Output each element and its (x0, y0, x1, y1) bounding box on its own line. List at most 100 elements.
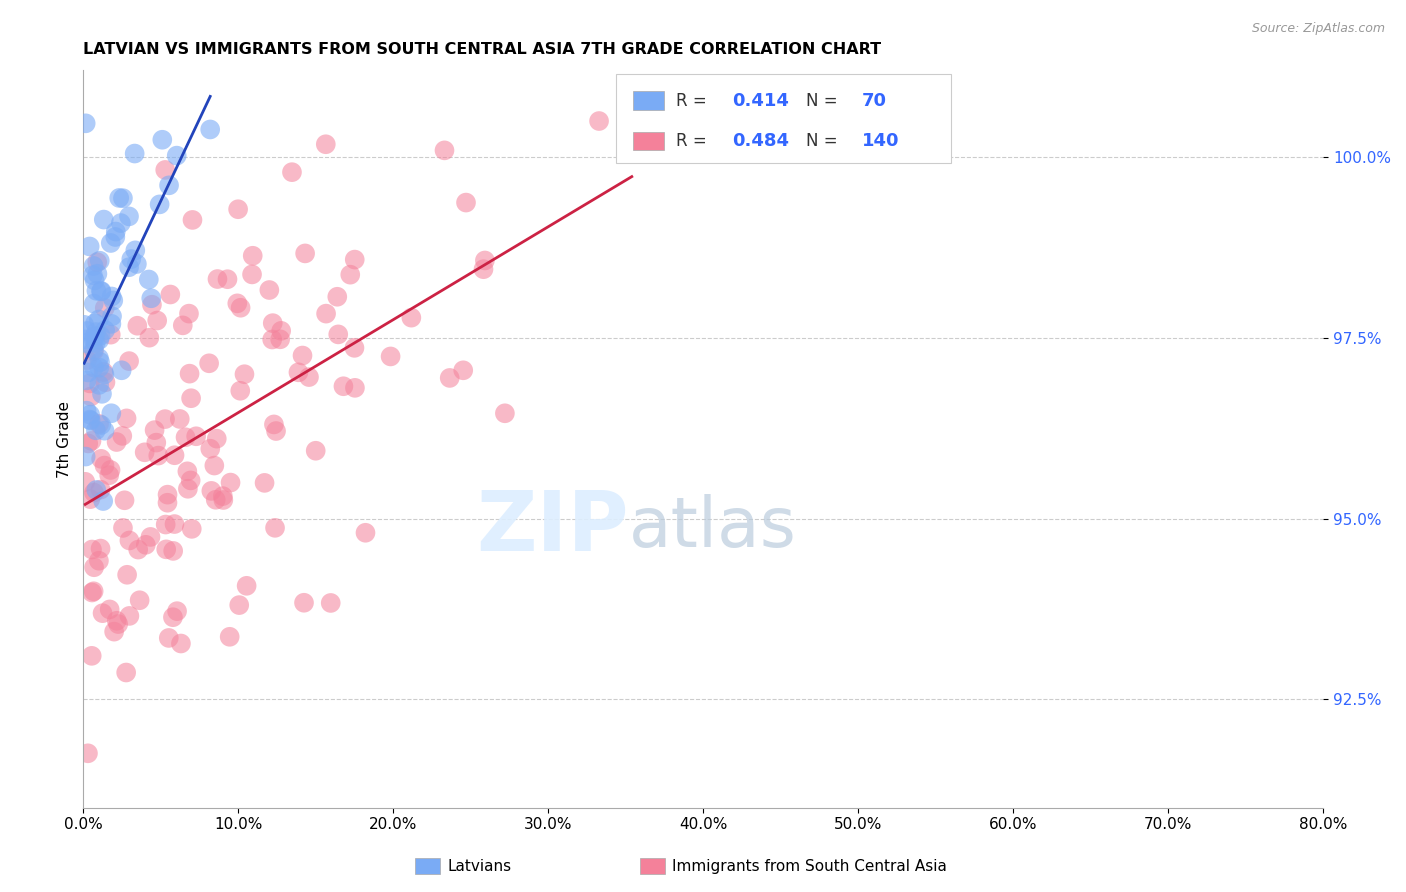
Point (90, 541, 112, 556)
Point (83, 333, 105, 347)
Text: atlas: atlas (628, 494, 797, 561)
Point (89, 377, 111, 392)
Point (83, 485, 105, 500)
Point (177, 307, 200, 321)
Point (180, 474, 202, 488)
Point (166, 604, 188, 618)
Point (83, 560, 105, 574)
Point (83, 273, 105, 287)
Point (107, 617, 129, 632)
Point (264, 424, 287, 438)
Point (200, 483, 222, 498)
Point (242, 249, 264, 263)
Point (80, 434, 103, 448)
Point (401, 310, 423, 325)
Point (79, 413, 101, 427)
Point (153, 412, 176, 426)
Point (103, 624, 125, 639)
Text: N =: N = (806, 92, 838, 110)
FancyBboxPatch shape (616, 74, 952, 162)
Point (143, 423, 166, 437)
Point (111, 363, 134, 377)
Point (202, 458, 225, 473)
Point (226, 202, 249, 217)
Point (91, 606, 114, 620)
Point (166, 148, 188, 162)
Point (200, 442, 222, 456)
Point (155, 162, 177, 177)
Point (94, 301, 117, 315)
Point (339, 268, 361, 282)
Point (156, 496, 179, 510)
Point (108, 191, 131, 205)
Point (93, 424, 115, 438)
Point (83, 329, 105, 343)
Point (84, 316, 107, 330)
Point (159, 287, 181, 301)
Point (319, 596, 342, 610)
Point (115, 567, 138, 582)
Point (118, 210, 141, 224)
Point (127, 542, 149, 557)
Point (332, 379, 354, 393)
Text: 70: 70 (862, 92, 887, 110)
Text: 0.414: 0.414 (731, 92, 789, 110)
Point (115, 411, 138, 425)
Point (298, 370, 321, 384)
Point (281, 165, 304, 179)
Point (270, 324, 292, 338)
Point (89, 253, 111, 268)
Point (100, 289, 122, 303)
Point (472, 262, 495, 277)
Point (93, 212, 115, 227)
Point (104, 230, 127, 244)
Point (163, 517, 186, 532)
Point (291, 349, 314, 363)
Point (229, 384, 252, 398)
Point (94, 376, 117, 390)
Point (125, 257, 148, 271)
Point (354, 525, 377, 540)
Point (328, 327, 350, 342)
Point (90, 284, 112, 298)
Point (110, 216, 132, 230)
FancyBboxPatch shape (633, 91, 664, 110)
Point (138, 331, 160, 345)
Point (75, 475, 97, 489)
Point (343, 341, 366, 355)
Point (262, 316, 284, 330)
Point (135, 538, 157, 552)
Point (163, 448, 186, 462)
Point (181, 213, 204, 227)
Point (79, 492, 101, 507)
Point (111, 429, 134, 443)
Point (98, 602, 121, 616)
Point (433, 144, 456, 158)
Point (269, 332, 291, 346)
Point (233, 368, 256, 382)
Point (100, 406, 122, 420)
Point (200, 122, 222, 136)
Point (79, 412, 101, 426)
Point (217, 272, 239, 286)
Point (120, 252, 142, 266)
Y-axis label: 7th Grade: 7th Grade (58, 401, 72, 477)
Point (128, 593, 150, 607)
Point (89, 328, 111, 343)
Point (73, 318, 96, 332)
Point (494, 406, 516, 420)
Text: Latvians: Latvians (447, 859, 512, 873)
Point (148, 449, 170, 463)
Point (100, 317, 122, 331)
Point (127, 318, 149, 333)
Point (83, 584, 105, 599)
Point (77, 366, 100, 380)
Point (83, 259, 105, 273)
Point (87, 554, 110, 568)
Point (326, 290, 349, 304)
Point (75, 450, 97, 464)
Point (90, 483, 112, 497)
Point (264, 521, 287, 535)
Point (169, 412, 191, 426)
Point (77, 436, 100, 450)
